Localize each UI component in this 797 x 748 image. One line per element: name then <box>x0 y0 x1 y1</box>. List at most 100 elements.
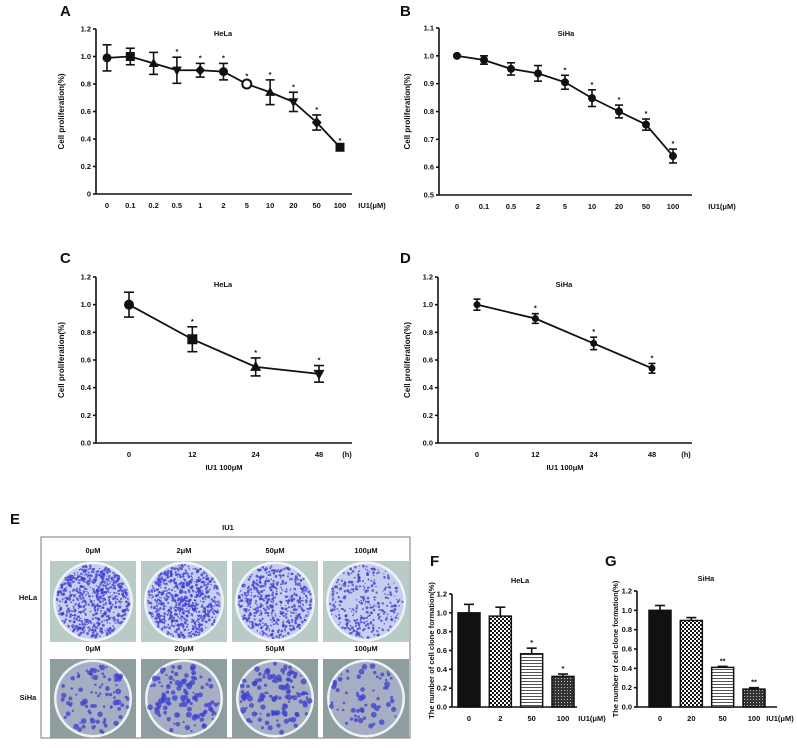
significance-mark: * <box>199 53 202 62</box>
x-tick-label: 12 <box>531 450 539 459</box>
y-tick-label: 0.8 <box>622 625 632 634</box>
petri-dish-image <box>141 561 227 642</box>
y-tick-label: 0.0 <box>81 439 91 448</box>
x-tick-label: 20 <box>289 201 297 210</box>
panel-letter: C <box>60 250 71 267</box>
chart-A: A HeLa 0 0.2 0.4 0.6 0.8 1.0 1.2 0 0.1 0.2 0.5 1 2 5 10 2… <box>57 3 386 210</box>
y-tick-label: 0.4 <box>437 665 448 674</box>
significance-mark: * <box>672 139 675 148</box>
significance-mark: * <box>534 304 537 313</box>
y-tick-label: 0.2 <box>622 683 632 692</box>
y-axis-label: Cell proliferation(%) <box>403 73 412 149</box>
y-tick-label: 0.6 <box>437 646 447 655</box>
x-tick-label: 20 <box>615 202 623 211</box>
x-tick-label: 50 <box>718 714 726 723</box>
y-tick-label: 0.4 <box>622 664 633 673</box>
data-point-marker <box>250 360 262 371</box>
data-point-marker <box>648 364 656 372</box>
y-tick-label: 0.8 <box>437 627 447 636</box>
data-point-marker <box>531 315 539 322</box>
x-tick-label: 100 <box>748 714 761 723</box>
x-tick-label: 50 <box>642 202 650 211</box>
significance-mark: ** <box>720 656 726 665</box>
significance-mark: * <box>292 82 295 91</box>
significance-mark: * <box>562 664 565 673</box>
chart-title: SiHa <box>558 29 576 38</box>
x-tick-label: 5 <box>563 202 567 211</box>
y-tick-label: 1.2 <box>423 273 433 282</box>
x-tick-label: 0 <box>658 714 662 723</box>
bar <box>551 675 575 708</box>
chart-F: F HeLa 0.0 0.2 0.4 0.6 0.8 1.0 1.2 0 2 50 100 IU1(μM)… <box>427 553 606 723</box>
x-tick-label: 20 <box>687 714 695 723</box>
y-tick-label: 0.0 <box>423 439 433 448</box>
data-point-marker <box>195 64 206 76</box>
row-label: SiHa <box>20 693 38 702</box>
data-point-marker <box>590 339 598 347</box>
data-point-marker <box>507 64 515 73</box>
y-tick-label: 0.6 <box>81 356 91 365</box>
data-point-marker <box>124 299 134 310</box>
panel-letter: D <box>400 250 411 267</box>
x-tick-label: 0 <box>475 450 479 459</box>
y-tick-label: 1.0 <box>81 300 91 309</box>
y-tick-label: 0.4 <box>423 383 434 392</box>
y-tick-label: 1.0 <box>622 606 632 615</box>
y-tick-label: 0.2 <box>81 411 91 420</box>
significance-mark: * <box>651 353 654 362</box>
data-point-marker <box>102 53 112 63</box>
x-unit-label: IU1(μM) <box>578 714 606 723</box>
dose-label: 0μM <box>85 644 100 653</box>
data-point-marker <box>588 94 596 103</box>
bar <box>742 688 766 708</box>
bar <box>710 666 735 708</box>
x-tick-label: 100 <box>334 201 347 210</box>
significance-mark: * <box>564 65 567 74</box>
data-point-marker <box>313 369 325 380</box>
petri-dish-image <box>323 561 409 642</box>
data-point-marker <box>473 301 481 309</box>
bar <box>488 615 513 708</box>
panel-letter: B <box>400 3 411 20</box>
y-axis-label: Cell proliferation(%) <box>57 322 66 398</box>
chart-title: HeLa <box>214 29 233 38</box>
x-tick-label: 2 <box>536 202 540 211</box>
x-unit-label: (h) <box>342 450 352 459</box>
y-tick-label: 0.5 <box>424 191 434 200</box>
x-tick-label: 2 <box>221 201 225 210</box>
data-point-marker <box>615 107 623 116</box>
y-axis-label: The number of cell clone formation(%) <box>611 580 620 717</box>
significance-mark: * <box>591 80 594 89</box>
x-tick-label: 100 <box>557 714 570 723</box>
bar <box>648 609 672 708</box>
chart-B: B SiHa 0.5 0.6 0.7 0.8 0.9 1.0 1.1 0 0.1 0.5 2 5 10 20 5… <box>400 3 736 211</box>
y-tick-label: 1.2 <box>81 25 91 34</box>
dose-label: 2μM <box>176 546 191 555</box>
significance-mark: * <box>339 136 342 145</box>
significance-mark: * <box>222 53 225 62</box>
data-point-marker <box>288 98 299 108</box>
chart-title: SiHa <box>698 574 716 583</box>
y-tick-label: 0.2 <box>423 411 433 420</box>
x-tick-label: 50 <box>527 714 535 723</box>
chart-G: G SiHa 0.0 0.2 0.4 0.6 0.8 1.0 1.2 0 20 50 100 IU1(μM… <box>605 553 794 723</box>
y-tick-label: 0.2 <box>81 162 91 171</box>
x-tick-label: 12 <box>188 450 196 459</box>
x-tick-label: 24 <box>589 450 598 459</box>
x-tick-label: 0.5 <box>506 202 516 211</box>
y-tick-label: 0.8 <box>424 107 434 116</box>
x-axis-label: IU1 100μM <box>205 463 242 472</box>
significance-mark: * <box>645 109 648 118</box>
y-axis-label: Cell proliferation(%) <box>403 322 412 398</box>
significance-mark: * <box>254 348 257 357</box>
data-point-marker <box>219 67 228 77</box>
significance-mark: ** <box>751 678 757 687</box>
y-tick-label: 0.8 <box>81 328 91 337</box>
x-tick-label: 48 <box>648 450 656 459</box>
dose-label: 0μM <box>85 546 100 555</box>
y-tick-label: 0.9 <box>424 79 434 88</box>
y-tick-label: 0.4 <box>81 135 92 144</box>
x-tick-label: 0.1 <box>125 201 135 210</box>
x-tick-label: 0 <box>467 714 471 723</box>
bar <box>519 653 544 708</box>
